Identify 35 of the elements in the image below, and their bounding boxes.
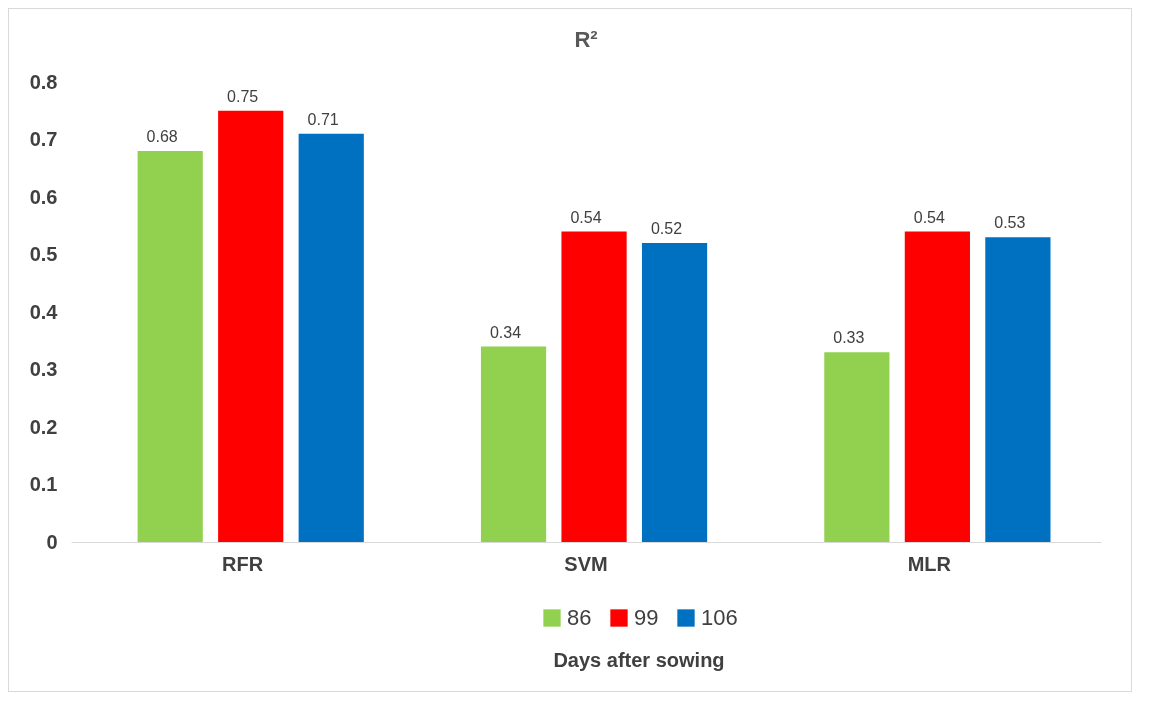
bar	[137, 151, 203, 542]
legend-label: 99	[634, 605, 659, 630]
y-tick-label: 0.3	[29, 358, 58, 380]
bar	[641, 243, 708, 542]
y-tick-label: 0	[46, 530, 58, 553]
y-tick-label: 0.5	[29, 243, 58, 265]
data-label: 0.53	[994, 214, 1026, 232]
data-label: 0.54	[570, 208, 602, 226]
x-tick-label: MLR	[907, 552, 952, 575]
bar	[824, 352, 890, 542]
y-tick-label: 0.1	[29, 473, 58, 495]
y-tick-label: 0.2	[29, 415, 58, 438]
bar	[985, 237, 1051, 542]
y-tick-label: 0.8	[29, 70, 58, 93]
y-tick-label: 0.4	[29, 300, 59, 323]
data-label: 0.33	[833, 329, 865, 347]
legend-title: Days after sowing	[553, 649, 725, 671]
y-tick-label: 0.7	[29, 128, 58, 150]
bar	[480, 346, 547, 542]
data-label: 0.68	[146, 128, 178, 145]
legend-label: 106	[701, 605, 738, 630]
data-label: 0.75	[227, 87, 259, 105]
x-tick-label: SVM	[564, 552, 608, 575]
bar	[218, 110, 284, 542]
data-label: 0.52	[650, 220, 683, 237]
bar	[904, 231, 970, 542]
data-label: 0.54	[913, 208, 946, 226]
x-tick-label: RFR	[222, 552, 264, 575]
legend-label: 86	[567, 605, 592, 630]
bar	[298, 133, 364, 542]
data-label: 0.34	[489, 323, 522, 341]
y-tick-label: 0.6	[29, 185, 58, 208]
bar	[561, 231, 627, 542]
data-label: 0.71	[307, 110, 339, 128]
chart-title: R²	[574, 27, 598, 52]
